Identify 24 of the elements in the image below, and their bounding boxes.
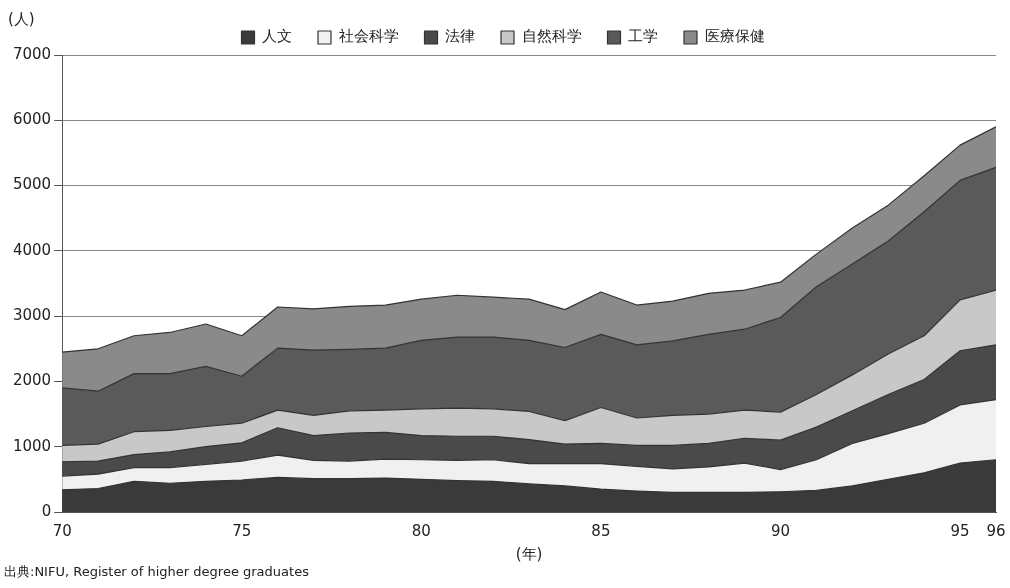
y-tick-label: 5000 bbox=[12, 175, 52, 194]
y-tick-label: 4000 bbox=[12, 240, 52, 259]
y-tick-label: 3000 bbox=[12, 306, 52, 325]
legend-label: 法律 bbox=[445, 27, 475, 46]
y-tick-label: 7000 bbox=[12, 44, 52, 63]
x-tick-label: 90 bbox=[770, 521, 791, 540]
x-tick-label: 96 bbox=[986, 521, 1006, 540]
y-tick-label: 6000 bbox=[12, 110, 52, 129]
x-tick-label: 85 bbox=[591, 521, 611, 540]
x-axis-title: (年) bbox=[515, 545, 543, 564]
legend-label: 工学 bbox=[628, 27, 658, 46]
legend-label: 医療保健 bbox=[704, 27, 765, 46]
y-tick-label: 0 bbox=[41, 501, 52, 520]
x-tick-label: 70 bbox=[52, 521, 72, 540]
x-tick-label: 80 bbox=[411, 521, 431, 540]
x-tick-label: 95 bbox=[950, 521, 970, 540]
legend-label: 自然科学 bbox=[521, 27, 582, 46]
y-tick-label: 1000 bbox=[12, 436, 52, 455]
x-tick-label: 75 bbox=[232, 521, 252, 540]
y-axis-title: (人) bbox=[8, 9, 35, 28]
legend-label: 人文 bbox=[262, 27, 292, 46]
legend-label: 社会科学 bbox=[338, 27, 399, 46]
source-note: 出典:NIFU, Register of higher degree graduates bbox=[4, 563, 310, 579]
y-tick-label: 2000 bbox=[12, 371, 52, 390]
